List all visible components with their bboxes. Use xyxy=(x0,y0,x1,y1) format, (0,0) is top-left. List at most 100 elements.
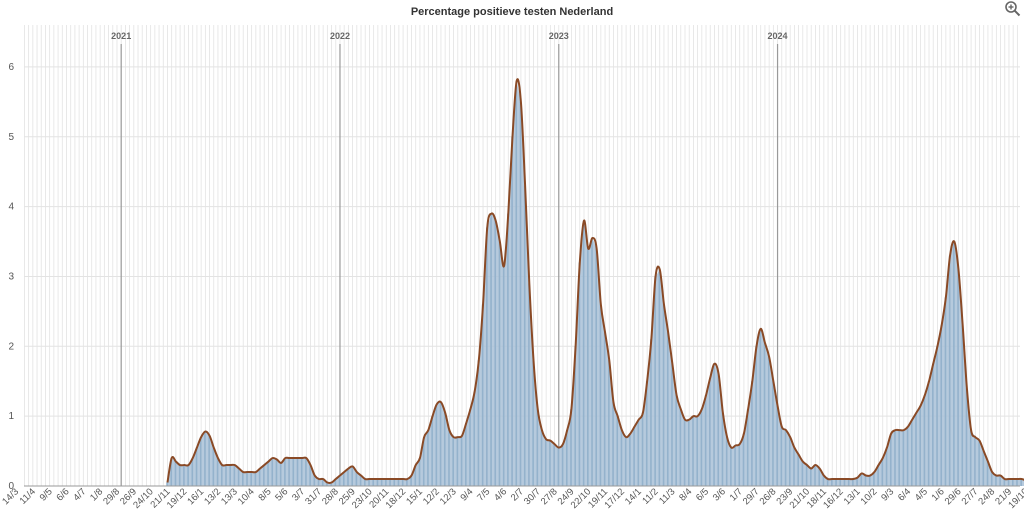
x-tick-label: 4/5 xyxy=(913,486,930,503)
bar xyxy=(755,346,757,486)
bar xyxy=(763,342,766,486)
bar xyxy=(666,332,669,486)
bar xyxy=(519,101,522,486)
bar xyxy=(258,468,261,486)
x-tick-label: 13/3 xyxy=(219,486,240,507)
x-tick-label: 8/5 xyxy=(256,486,273,503)
x-tick-label: 12/2 xyxy=(421,486,442,507)
x-tick-label: 10/2 xyxy=(859,486,880,507)
bar xyxy=(321,479,324,486)
bar xyxy=(843,479,846,486)
bar xyxy=(986,461,989,486)
bar xyxy=(229,465,231,486)
bar xyxy=(191,458,194,486)
bar xyxy=(427,430,429,486)
bar xyxy=(633,426,635,486)
y-tick-label: 0 xyxy=(8,481,14,492)
bar xyxy=(515,80,518,486)
bar xyxy=(688,419,690,486)
bar xyxy=(717,374,720,486)
x-tick-label: 6/5 xyxy=(694,486,711,503)
bar xyxy=(570,409,572,486)
bar xyxy=(389,479,391,486)
bar xyxy=(456,437,459,486)
bar xyxy=(233,465,236,486)
bar xyxy=(692,416,694,486)
bar xyxy=(587,248,589,486)
bar xyxy=(498,241,501,486)
bar xyxy=(805,465,808,486)
bar xyxy=(730,447,732,486)
bar xyxy=(393,479,396,486)
bar xyxy=(473,391,476,486)
bar xyxy=(284,458,286,486)
zoom-in-icon[interactable] xyxy=(1004,0,1022,18)
bar xyxy=(721,412,724,486)
bar xyxy=(982,451,985,486)
year-markers: 2021 2022 2023 2024 xyxy=(111,31,788,486)
bar xyxy=(347,468,349,486)
bar xyxy=(738,444,741,486)
bar xyxy=(431,416,433,486)
bar xyxy=(978,440,980,486)
bar xyxy=(439,402,442,486)
bar xyxy=(793,447,795,486)
x-tick-label: 10/4 xyxy=(236,486,257,507)
bar xyxy=(544,439,547,486)
bar xyxy=(826,479,829,486)
bar xyxy=(267,461,269,486)
bar xyxy=(797,454,799,486)
x-tick-label: 11/3 xyxy=(657,486,677,506)
bar xyxy=(927,381,930,486)
bars xyxy=(166,80,1022,486)
bar xyxy=(629,433,631,486)
bar xyxy=(376,479,379,486)
bar xyxy=(502,265,505,486)
bar xyxy=(999,475,1001,486)
bar xyxy=(906,426,909,486)
bar xyxy=(452,437,454,486)
bar xyxy=(448,430,450,486)
year-marker-label: 2021 xyxy=(111,31,131,41)
bar xyxy=(645,381,648,486)
bar xyxy=(860,473,863,486)
bar xyxy=(709,377,711,486)
bar xyxy=(1007,479,1010,486)
bar xyxy=(658,269,661,486)
bar xyxy=(288,458,290,486)
bar xyxy=(326,482,328,486)
bar xyxy=(780,426,783,486)
x-tick-label: 29/6 xyxy=(943,486,964,507)
x-tick-label: 27/7 xyxy=(960,486,981,507)
bar xyxy=(599,304,602,486)
bar xyxy=(220,465,223,486)
bar xyxy=(469,409,471,486)
bar xyxy=(1020,479,1022,486)
bar xyxy=(246,472,248,486)
bar xyxy=(818,468,821,486)
x-tick-label: 13/2 xyxy=(202,486,223,507)
bar xyxy=(385,479,387,486)
x-tick-label: 16/1 xyxy=(185,486,206,507)
bar xyxy=(683,419,686,486)
series-line xyxy=(166,78,1024,484)
x-tick-label: 3/6 xyxy=(711,486,728,503)
bar xyxy=(490,213,492,486)
bar xyxy=(894,430,896,486)
bar xyxy=(889,433,892,486)
bar xyxy=(574,346,576,486)
bar xyxy=(608,360,610,486)
x-tick-label: 15/1 xyxy=(404,486,425,507)
bar xyxy=(603,332,606,486)
bar xyxy=(435,404,438,486)
bar xyxy=(410,475,412,486)
bar xyxy=(759,328,762,486)
bar xyxy=(990,472,993,486)
bar xyxy=(624,437,627,486)
bar xyxy=(822,475,825,486)
y-tick-label: 1 xyxy=(8,411,14,422)
bar xyxy=(178,465,181,486)
bar xyxy=(536,409,539,486)
x-tick-label: 28/8 xyxy=(320,486,341,507)
